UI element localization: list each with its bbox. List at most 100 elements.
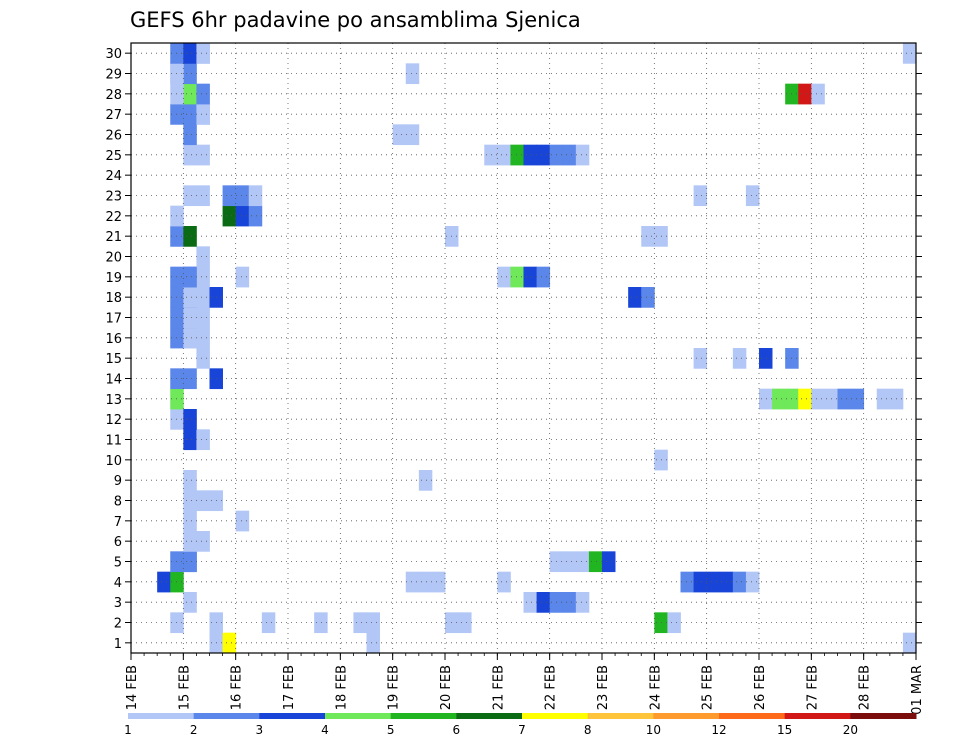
data-cell (196, 185, 210, 207)
data-cell (562, 144, 577, 166)
data-cell (222, 185, 237, 207)
data-cell (693, 348, 708, 369)
data-cell (222, 205, 237, 227)
legend-color-swatch (390, 713, 457, 719)
data-cell (850, 388, 865, 410)
data-cell (196, 246, 210, 268)
legend-color-swatch (456, 713, 523, 719)
y-tick-label: 8 (114, 495, 122, 510)
data-cell (523, 592, 537, 613)
y-tick-label: 20 (105, 251, 122, 266)
data-cell (183, 43, 197, 64)
data-cell (523, 266, 537, 288)
data-cell (183, 470, 197, 491)
data-cell (759, 388, 773, 410)
data-cell (248, 205, 263, 227)
x-tick-label: 25 FEB (701, 665, 716, 710)
x-tick-label: 26 FEB (753, 665, 768, 710)
data-cell (837, 388, 851, 410)
data-cell (418, 571, 433, 593)
data-cell (588, 551, 603, 573)
data-cell (693, 571, 708, 593)
x-tick-label: 17 FEB (282, 665, 297, 710)
data-cell (497, 144, 511, 166)
data-cell (196, 490, 210, 512)
data-cell (353, 612, 367, 634)
y-tick-label: 18 (105, 291, 122, 306)
data-cell (183, 490, 197, 512)
data-cell (562, 551, 577, 573)
legend-label: 1 (124, 723, 132, 737)
data-cell (510, 266, 524, 288)
data-cell (431, 571, 446, 593)
legend-label: 20 (843, 723, 858, 737)
data-cell (811, 83, 825, 105)
legend-label: 5 (387, 723, 395, 737)
y-tick-label: 24 (105, 169, 122, 184)
data-cell (497, 571, 511, 593)
data-cell (902, 43, 917, 64)
y-tick-label: 2 (114, 617, 122, 632)
data-cell (732, 348, 747, 369)
data-cell (798, 83, 812, 105)
legend-color-swatch (587, 713, 654, 719)
data-cell (405, 124, 420, 146)
data-cell (183, 185, 197, 207)
legend-label: 7 (518, 723, 526, 737)
y-tick-label: 30 (105, 47, 122, 62)
data-cell (196, 43, 210, 64)
data-cell (235, 185, 250, 207)
color-legend: 1 2 3 4 5 6 7 8 10 12 15 20 (124, 713, 917, 737)
legend-color-swatch (325, 713, 392, 719)
data-cell (497, 266, 511, 288)
data-cell (706, 571, 721, 593)
cells-layer (157, 43, 917, 654)
data-cell (196, 531, 210, 552)
data-cell (183, 83, 197, 105)
y-tick-label: 28 (105, 88, 122, 103)
legend-color-swatch (128, 713, 195, 719)
grid-layer (131, 43, 916, 653)
data-cell (196, 327, 210, 349)
y-tick-label: 5 (114, 556, 122, 571)
y-axis: 1234567891011121314151617181920212223242… (105, 47, 922, 652)
data-cell (575, 592, 590, 613)
x-tick-label: 22 FEB (544, 665, 559, 710)
x-axis: 14 FEB 15 FEB 16 FEB 17 FEB 18 FEB 19 FEB 20 F… (125, 653, 925, 715)
data-cell (183, 429, 197, 451)
legend-color-swatch (193, 713, 260, 719)
data-cell (392, 124, 407, 146)
data-cell (196, 144, 210, 166)
y-tick-label: 25 (105, 149, 122, 164)
data-cell (366, 632, 380, 654)
x-tick-label: 18 FEB (334, 665, 349, 710)
data-cell (196, 429, 210, 451)
data-cell (183, 368, 197, 390)
legend-color-swatch (522, 713, 589, 719)
data-cell (745, 185, 760, 207)
y-tick-label: 7 (114, 515, 122, 530)
y-tick-label: 15 (105, 352, 122, 367)
legend-label: 8 (584, 723, 592, 737)
data-cell (183, 63, 197, 85)
y-tick-label: 17 (105, 312, 122, 327)
y-tick-label: 14 (105, 373, 122, 388)
data-cell (235, 510, 250, 532)
data-cell (222, 632, 237, 654)
y-tick-label: 27 (105, 108, 122, 123)
data-cell (248, 185, 263, 207)
data-cell (641, 226, 655, 247)
y-tick-label: 22 (105, 210, 122, 225)
y-tick-label: 13 (105, 393, 122, 408)
data-cell (575, 551, 590, 573)
chart-title: GEFS 6hr padavine po ansamblima Sjenica (130, 8, 581, 32)
data-cell (183, 266, 197, 288)
x-tick-label: 16 FEB (230, 665, 245, 710)
data-cell (183, 409, 197, 430)
data-cell (902, 632, 917, 654)
data-cell (183, 531, 197, 552)
legend-label: 12 (711, 723, 726, 737)
data-cell (798, 388, 812, 410)
data-cell (510, 144, 524, 166)
